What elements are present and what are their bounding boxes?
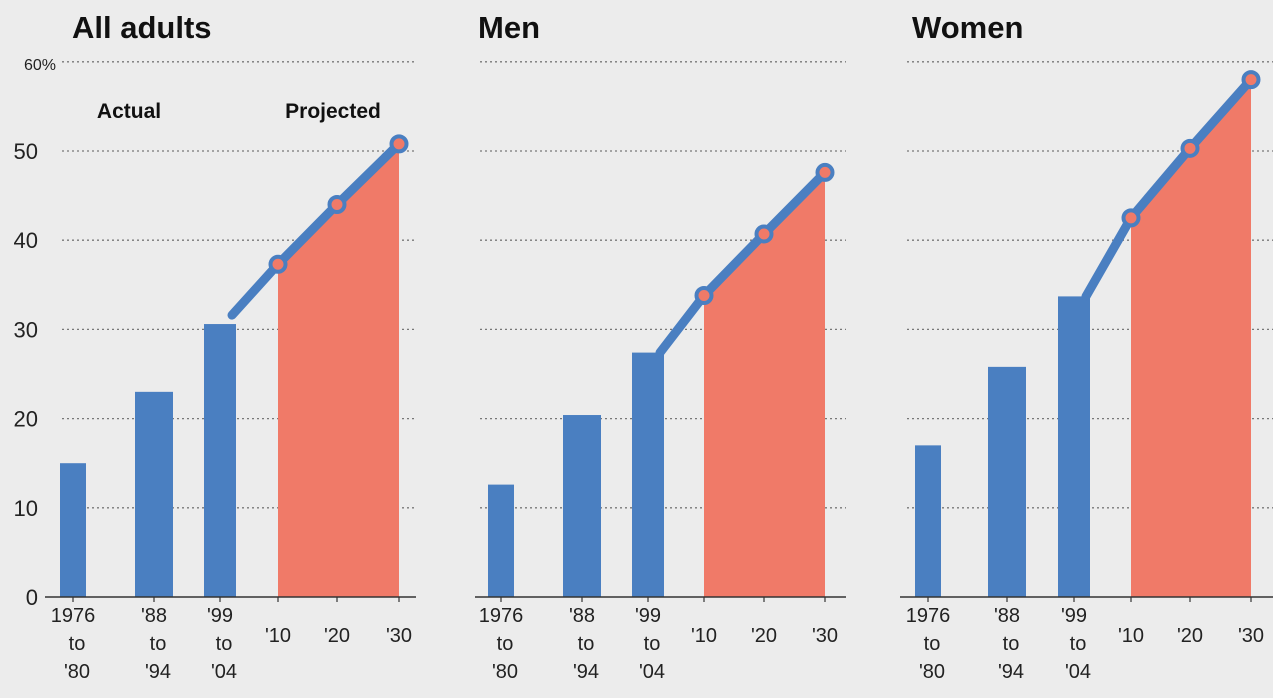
x-tick-label: '99 — [207, 605, 233, 627]
panel-title: Men — [478, 10, 540, 45]
projected-point — [1121, 208, 1141, 228]
projected-point — [327, 195, 347, 215]
y-tick-label: 60% — [24, 57, 56, 74]
projected-point — [815, 162, 835, 182]
x-tick-label: 1976 — [51, 605, 96, 627]
x-tick-label: '30 — [386, 625, 412, 647]
x-tick-label: '20 — [1177, 625, 1203, 647]
x-tick-label: to — [150, 633, 167, 655]
y-tick-label: 20 — [14, 407, 38, 432]
projected-line — [1081, 75, 1256, 301]
x-tick-label: '04 — [1065, 661, 1091, 683]
projected-point — [1180, 138, 1200, 158]
x-tick-label: to — [1003, 633, 1020, 655]
x-tick-label: '10 — [265, 625, 291, 647]
x-tick-label: '80 — [492, 661, 518, 683]
x-tick-label: to — [216, 633, 233, 655]
projected-area — [278, 143, 399, 597]
y-tick-label: 50 — [14, 139, 38, 164]
x-tick-label: to — [1070, 633, 1087, 655]
y-tick-label: 40 — [14, 228, 38, 253]
actual-bar — [632, 352, 664, 597]
projected-point — [389, 134, 409, 154]
x-tick-label: '99 — [635, 605, 661, 627]
annotation-actual: Actual — [97, 100, 161, 123]
annotation-projected: Projected — [285, 100, 381, 123]
projected-point — [268, 254, 288, 274]
x-tick-label: '20 — [751, 625, 777, 647]
x-tick-label: '04 — [639, 661, 665, 683]
projected-line — [227, 139, 404, 320]
projected-area — [704, 172, 825, 597]
x-tick-label: to — [644, 633, 661, 655]
y-tick-label: 0 — [26, 585, 38, 610]
chart-panel-1: Men 1976 to '80 '88 to '94 '99 to '04 '10 '20 '30 — [475, 10, 846, 683]
x-tick-label: '94 — [998, 661, 1024, 683]
actual-bar — [135, 391, 173, 597]
actual-bar — [988, 366, 1026, 597]
actual-bar — [488, 484, 514, 597]
x-tick-label: to — [578, 633, 595, 655]
x-tick-label: '80 — [919, 661, 945, 683]
x-tick-label: 1976 — [906, 605, 951, 627]
actual-bar — [563, 415, 601, 597]
projected-line — [655, 167, 830, 358]
projected-point — [694, 286, 714, 306]
actual-bar — [60, 463, 86, 597]
x-tick-label: to — [924, 633, 941, 655]
actual-bar — [915, 445, 941, 597]
x-tick-label: to — [69, 633, 86, 655]
x-tick-label: to — [497, 633, 514, 655]
actual-bar — [1058, 296, 1090, 597]
x-tick-label: '94 — [145, 661, 171, 683]
chart-panel-2: Women 1976 to '80 '88 to '94 '99 to '04 '10 '20 '30 — [900, 10, 1273, 683]
x-tick-label: '88 — [994, 605, 1020, 627]
panel-title: Women — [912, 10, 1023, 45]
projected-point — [1241, 70, 1261, 90]
x-tick-label: '20 — [324, 625, 350, 647]
projected-area — [1131, 79, 1251, 597]
x-tick-label: '04 — [211, 661, 237, 683]
x-tick-label: '30 — [812, 625, 838, 647]
x-tick-label: '30 — [1238, 625, 1264, 647]
x-tick-label: '88 — [569, 605, 595, 627]
y-tick-label: 30 — [14, 317, 38, 342]
x-tick-label: '88 — [141, 605, 167, 627]
chart-panel-0: 0 10 20 30 40 50 60% All adults Actual Projected 1… — [14, 10, 416, 683]
x-tick-label: '10 — [691, 625, 717, 647]
x-tick-label: '99 — [1061, 605, 1087, 627]
y-tick-label: 10 — [14, 496, 38, 521]
projected-point — [754, 224, 774, 244]
x-tick-label: 1976 — [479, 605, 524, 627]
x-tick-label: '80 — [64, 661, 90, 683]
actual-bar — [204, 324, 236, 597]
x-tick-label: '10 — [1118, 625, 1144, 647]
panel-title: All adults — [72, 10, 212, 45]
x-tick-label: '94 — [573, 661, 599, 683]
